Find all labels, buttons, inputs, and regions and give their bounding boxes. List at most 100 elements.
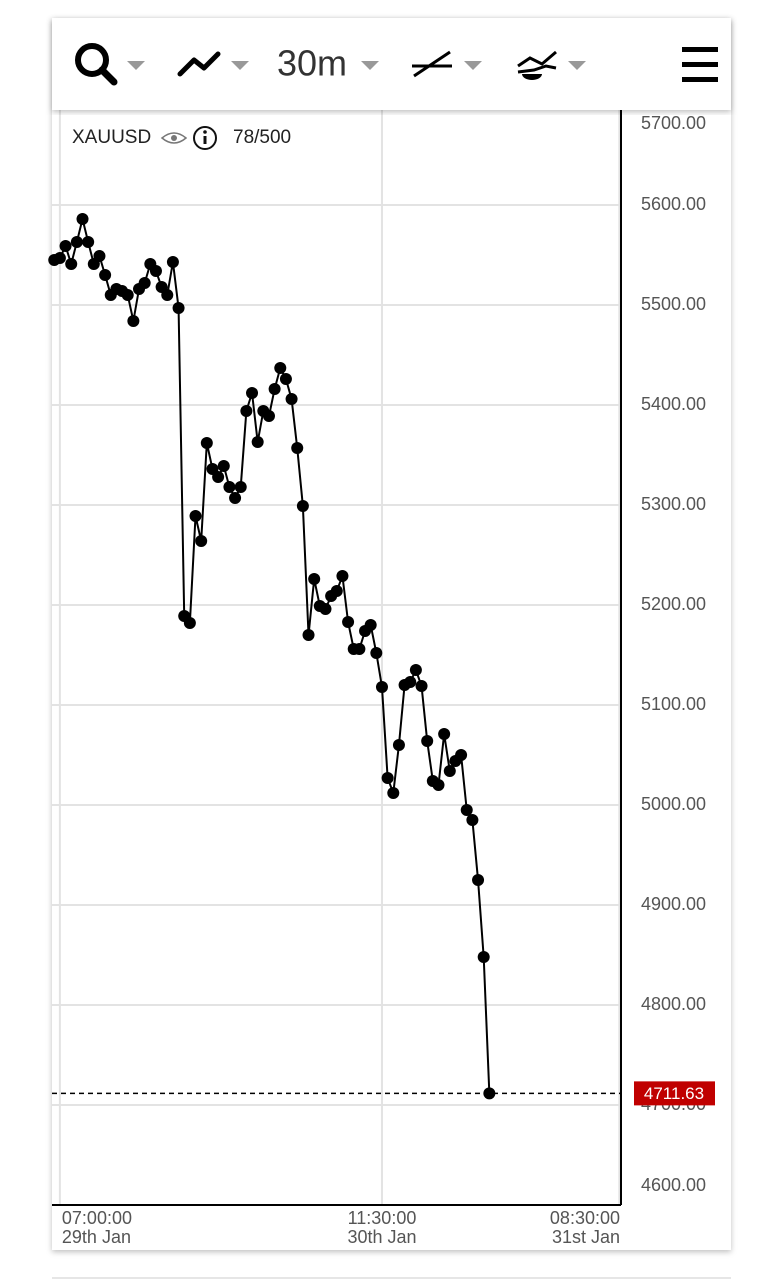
draw-tool-button[interactable] — [412, 50, 482, 78]
price-point — [76, 213, 89, 225]
price-point — [65, 258, 78, 270]
price-point — [319, 603, 332, 615]
visibility-toggle[interactable] — [160, 132, 188, 144]
price-point — [370, 647, 383, 659]
price-point — [99, 269, 112, 281]
price-point — [82, 236, 95, 248]
price-point — [200, 437, 213, 449]
price-point — [438, 728, 451, 740]
price-point — [149, 265, 162, 277]
symbol: XAUUSD — [72, 127, 151, 148]
chart-type-button[interactable] — [177, 51, 249, 77]
plot: 4600.004700.004800.004900.005000.005100.… — [48, 104, 715, 1247]
price-point — [166, 256, 179, 268]
price-point — [291, 442, 304, 454]
x-tick-date: 30th Jan — [347, 1227, 416, 1247]
toolbar: 30m — [52, 18, 731, 110]
bar-counter: 78/500 — [233, 127, 291, 148]
indicator-button[interactable] — [517, 50, 586, 80]
y-tick-label: 5600.00 — [641, 194, 706, 214]
x-tick-label: 11:30:00 — [348, 1208, 417, 1228]
info-dot — [203, 130, 207, 134]
y-tick-label: 5200.00 — [641, 594, 706, 614]
y-tick-label: 5700.00 — [641, 113, 706, 133]
price-point — [127, 315, 140, 327]
price-point — [268, 383, 281, 395]
menu-button[interactable] — [682, 47, 718, 82]
price-point — [274, 362, 287, 374]
price-point — [217, 460, 230, 472]
x-tick-label: 08:30:00 — [550, 1208, 620, 1228]
price-point — [336, 570, 349, 582]
price-point — [285, 393, 298, 405]
y-tick-label: 4600.00 — [641, 1175, 706, 1195]
price-point — [392, 739, 405, 751]
price-point — [229, 492, 242, 504]
price-point — [472, 874, 485, 886]
price-point — [466, 814, 479, 826]
info-stem — [203, 136, 207, 144]
info-ring — [193, 126, 217, 150]
price-point — [262, 410, 275, 422]
price-point — [375, 681, 388, 693]
price-point — [387, 787, 400, 799]
price-point — [308, 573, 321, 585]
eye-icon — [160, 132, 188, 144]
card — [52, 18, 731, 1250]
y-tick-label: 4800.00 — [641, 994, 706, 1014]
price-point — [138, 277, 151, 289]
price-point — [443, 765, 456, 777]
y-tick-label: 5500.00 — [641, 294, 706, 314]
info-button[interactable] — [193, 126, 217, 150]
price-point — [302, 629, 315, 641]
price-point — [240, 405, 253, 417]
last-price-box — [634, 1081, 715, 1106]
interval: 30m — [277, 43, 347, 84]
price-point — [161, 289, 174, 301]
price-point — [477, 951, 490, 963]
y-tick-label: 5100.00 — [641, 694, 706, 714]
price-point — [353, 643, 366, 655]
price-point — [432, 779, 445, 791]
x-tick-date: 29th Jan — [62, 1227, 131, 1247]
price-point — [251, 436, 264, 448]
y-tick-label: 5400.00 — [641, 394, 706, 414]
x-tick-date: 31st Jan — [552, 1227, 620, 1247]
price-point — [234, 481, 247, 493]
price-point — [381, 772, 394, 784]
price-point — [409, 664, 422, 676]
price-point — [296, 500, 309, 512]
price-point — [189, 510, 202, 522]
price-point — [342, 616, 355, 628]
price-point — [59, 240, 72, 252]
price-point — [330, 585, 343, 597]
price-point — [279, 373, 292, 385]
y-tick-label: 5000.00 — [641, 794, 706, 814]
y-tick-label: 4900.00 — [641, 894, 706, 914]
price-point — [246, 387, 259, 399]
price-point — [223, 481, 236, 493]
toolbar-bg — [52, 18, 731, 110]
price-point — [195, 535, 208, 547]
price-point — [404, 676, 417, 688]
price-point — [364, 619, 377, 631]
eye-pupil — [171, 135, 177, 141]
price-point — [455, 749, 468, 761]
price-point — [121, 289, 134, 301]
price-point — [183, 617, 196, 629]
price-point — [172, 302, 185, 314]
price-point — [460, 804, 473, 816]
price-point — [483, 1087, 496, 1100]
y-tick-label: 5300.00 — [641, 494, 706, 514]
x-tick-label: 07:00:00 — [62, 1208, 132, 1228]
price-point — [212, 471, 225, 483]
price-point — [421, 735, 434, 747]
price-point — [415, 680, 428, 692]
price-point — [53, 252, 66, 264]
last-price-label: 4711.63 — [644, 1084, 704, 1103]
price-point — [93, 250, 106, 262]
interval-button[interactable]: 30m — [277, 43, 379, 84]
search-button[interactable] — [75, 43, 145, 86]
